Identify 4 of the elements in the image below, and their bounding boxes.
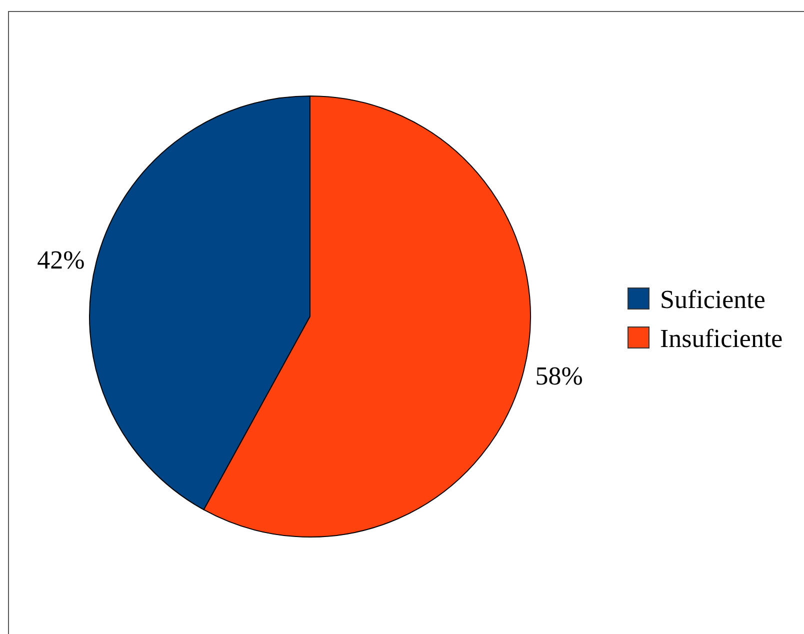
data-label: 42% [37, 246, 85, 275]
legend-label: Insuficiente [660, 324, 783, 353]
data-label: 58% [535, 361, 583, 390]
legend-label: Suficiente [660, 285, 766, 314]
